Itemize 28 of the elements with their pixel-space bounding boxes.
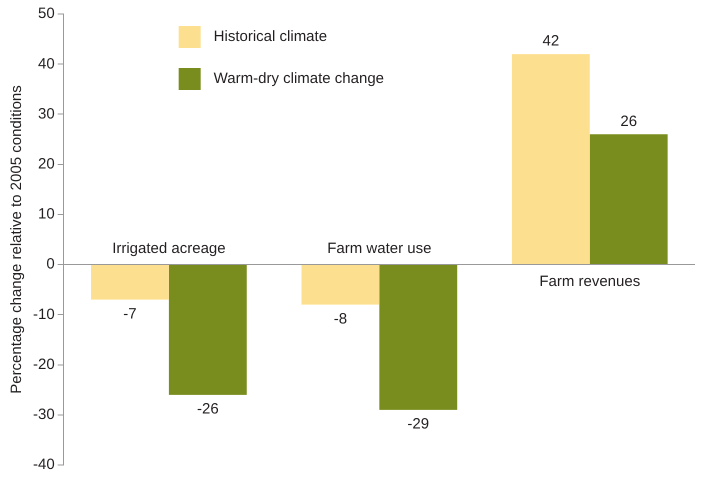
x-tick-label: Irrigated acreage bbox=[112, 240, 226, 258]
x-tick-label: Farm revenues bbox=[539, 273, 640, 290]
bar bbox=[379, 265, 458, 410]
legend-label: Warm-dry climate change bbox=[214, 70, 384, 88]
data-label: -29 bbox=[407, 416, 430, 433]
data-label: 42 bbox=[542, 32, 560, 50]
y-tick-label: -40 bbox=[32, 456, 55, 474]
data-label: -7 bbox=[123, 305, 137, 322]
data-label: -8 bbox=[334, 310, 348, 328]
data-label: -26 bbox=[196, 400, 219, 418]
legend-label: Historical climate bbox=[214, 28, 328, 46]
y-tick-label: 40 bbox=[38, 55, 55, 72]
y-tick-label: 0 bbox=[46, 256, 55, 273]
bar bbox=[512, 54, 590, 264]
y-tick-label: 50 bbox=[38, 5, 55, 22]
data-label: 26 bbox=[620, 112, 638, 130]
y-tick-label: 10 bbox=[38, 206, 55, 223]
y-tick-label: -20 bbox=[32, 356, 55, 373]
y-tick-label: 20 bbox=[38, 155, 55, 172]
y-tick-label: -30 bbox=[32, 406, 55, 424]
y-tick-label: 30 bbox=[38, 105, 55, 122]
bar bbox=[91, 265, 169, 300]
x-tick-label: Farm water use bbox=[327, 240, 432, 258]
y-tick-label: -10 bbox=[32, 306, 55, 323]
bar bbox=[301, 265, 380, 305]
bar bbox=[590, 134, 668, 264]
bar bbox=[168, 265, 247, 395]
y-axis-title: Percentage change relative to 2005 conditions bbox=[8, 85, 26, 394]
